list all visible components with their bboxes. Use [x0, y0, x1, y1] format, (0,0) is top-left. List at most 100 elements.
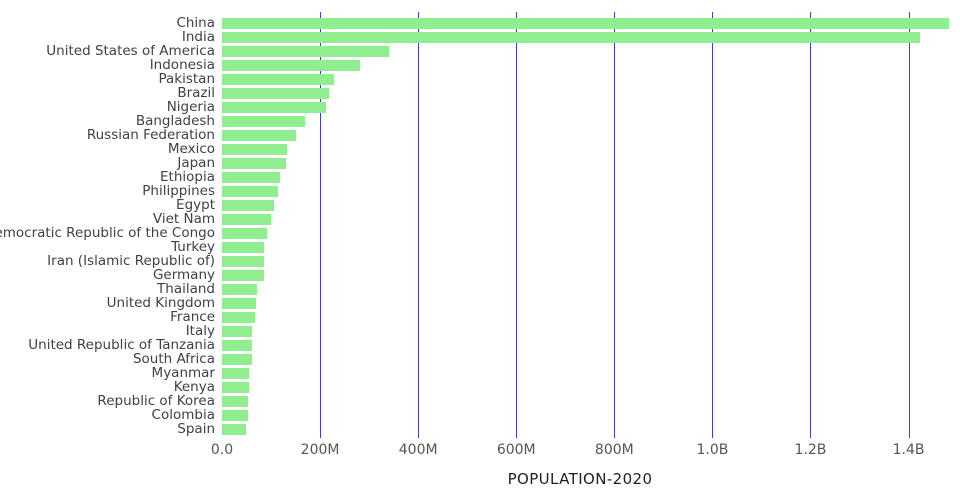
x-tick-label: 1.4B: [892, 442, 925, 458]
bar-track: [222, 128, 960, 142]
bar-row: Italy: [0, 324, 960, 338]
population-bar: [222, 129, 296, 141]
population-bar: [222, 213, 272, 225]
bar-row: Japan: [0, 156, 960, 170]
bar-track: [222, 296, 960, 310]
bar-track: [222, 72, 960, 86]
population-bar: [222, 157, 286, 169]
population-bar: [222, 325, 253, 337]
x-tick-label: 800M: [594, 442, 634, 458]
bar-track: [222, 58, 960, 72]
population-bar: [222, 59, 360, 71]
bar-row: India: [0, 30, 960, 44]
population-bar: [222, 311, 255, 323]
population-bar: [222, 269, 265, 281]
bar-track: [222, 394, 960, 408]
bar-track: [222, 156, 960, 170]
bar-row: Philippines: [0, 184, 960, 198]
bar-row: Thailand: [0, 282, 960, 296]
bar-row: Iran (Islamic Republic of): [0, 254, 960, 268]
bar-row: Brazil: [0, 86, 960, 100]
bar-row: Viet Nam: [0, 212, 960, 226]
bar-track: [222, 268, 960, 282]
x-tick-label: 0.0: [210, 442, 234, 458]
x-tick-label: 600M: [496, 442, 536, 458]
bar-row: United Republic of Tanzania: [0, 338, 960, 352]
country-label: Bangladesh: [135, 114, 215, 128]
bar-track: [222, 324, 960, 338]
country-label: Kenya: [173, 380, 215, 394]
country-label: United States of America: [46, 44, 215, 58]
bar-track: [222, 240, 960, 254]
population-bar: [222, 339, 253, 351]
population-bar: [222, 353, 252, 365]
population-bar: [222, 101, 327, 113]
bar-row: China: [0, 16, 960, 30]
bar-track: [222, 142, 960, 156]
bar-row: Nigeria: [0, 100, 960, 114]
population-bar: [222, 423, 246, 435]
country-label: Thailand: [157, 282, 215, 296]
bar-track: [222, 30, 960, 44]
country-label: Indonesia: [149, 58, 215, 72]
country-label: Russian Federation: [86, 128, 215, 142]
bar-track: [222, 86, 960, 100]
population-bar: [222, 171, 281, 183]
country-label: China: [176, 16, 215, 30]
x-axis-title: POPULATION-2020: [507, 470, 653, 488]
population-bar: [222, 381, 250, 393]
bar-track: [222, 212, 960, 226]
country-label: Philippines: [142, 184, 215, 198]
bar-row: Democratic Republic of the Congo: [0, 226, 960, 240]
population-bar: [222, 87, 330, 99]
bar-track: [222, 170, 960, 184]
bar-row: Myanmar: [0, 366, 960, 380]
population-bar: [222, 395, 248, 407]
bar-row: Egypt: [0, 198, 960, 212]
population-bar: [222, 255, 265, 267]
bar-track: [222, 44, 960, 58]
bar-track: [222, 338, 960, 352]
country-label: Nigeria: [166, 100, 215, 114]
bar-track: [222, 100, 960, 114]
country-label: Viet Nam: [152, 212, 215, 226]
bar-track: [222, 198, 960, 212]
country-label: Germany: [152, 268, 215, 282]
bar-row: Russian Federation: [0, 128, 960, 142]
bar-track: [222, 380, 960, 394]
bar-track: [222, 366, 960, 380]
country-label: Iran (Islamic Republic of): [47, 254, 215, 268]
population-bar: [222, 227, 268, 239]
bar-track: [222, 310, 960, 324]
country-label: Colombia: [151, 408, 215, 422]
bar-row: Kenya: [0, 380, 960, 394]
bar-track: [222, 16, 960, 30]
country-label: Japan: [177, 156, 215, 170]
population-bar: [222, 73, 334, 85]
bar-track: [222, 226, 960, 240]
bar-row: Colombia: [0, 408, 960, 422]
population-bar: [222, 115, 306, 127]
bar-row: South Africa: [0, 352, 960, 366]
country-label: Italy: [185, 324, 215, 338]
population-bar: [222, 241, 265, 253]
bar-track: [222, 114, 960, 128]
country-label: United Republic of Tanzania: [28, 338, 215, 352]
population-bar: [222, 199, 274, 211]
x-tick-label: 200M: [300, 442, 340, 458]
bar-row: Turkey: [0, 240, 960, 254]
population-bar: [222, 45, 390, 57]
bar-row: Bangladesh: [0, 114, 960, 128]
country-label: Republic of Korea: [97, 394, 215, 408]
population-bar: [222, 409, 248, 421]
country-label: Egypt: [176, 198, 215, 212]
country-label: Spain: [177, 422, 215, 436]
country-label: Mexico: [167, 142, 215, 156]
country-label: Democratic Republic of the Congo: [0, 226, 215, 240]
bar-rows: China India United States of America Indone…: [0, 16, 960, 436]
x-tick-label: 1.2B: [794, 442, 827, 458]
country-label: Ethiopia: [160, 170, 215, 184]
country-label: India: [181, 30, 215, 44]
bar-row: Pakistan: [0, 72, 960, 86]
